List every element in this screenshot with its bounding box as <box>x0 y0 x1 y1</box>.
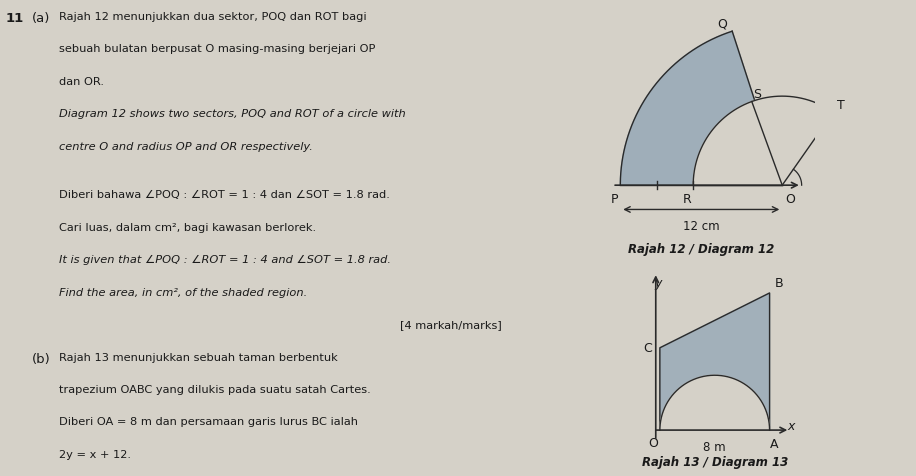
Text: S: S <box>753 88 761 100</box>
Text: centre O and radius OP and OR respectively.: centre O and radius OP and OR respective… <box>59 141 313 151</box>
Text: 2y = x + 12.: 2y = x + 12. <box>59 449 131 459</box>
Text: Diberi bahawa ∠POQ : ∠ROT = 1 : 4 dan ∠SOT = 1.8 rad.: Diberi bahawa ∠POQ : ∠ROT = 1 : 4 dan ∠S… <box>59 190 390 200</box>
Text: Rajah 13 menunjukkan sebuah taman berbentuk: Rajah 13 menunjukkan sebuah taman berben… <box>59 352 338 362</box>
Text: [4 markah/marks]: [4 markah/marks] <box>400 319 502 329</box>
Polygon shape <box>693 97 834 186</box>
Text: (a): (a) <box>32 12 50 25</box>
Text: O: O <box>785 192 795 205</box>
Text: trapezium OABC yang dilukis pada suatu satah Cartes.: trapezium OABC yang dilukis pada suatu s… <box>59 384 371 394</box>
Text: 8 m: 8 m <box>703 440 726 453</box>
Text: θ: θ <box>759 169 767 183</box>
Text: (b): (b) <box>32 352 50 365</box>
Text: Diberi OA = 8 m dan persamaan garis lurus BC ialah: Diberi OA = 8 m dan persamaan garis luru… <box>59 416 358 426</box>
Text: Find the area, in cm², of the shaded region.: Find the area, in cm², of the shaded reg… <box>59 287 307 297</box>
Text: 12 cm: 12 cm <box>683 220 720 233</box>
Text: 11: 11 <box>5 12 24 25</box>
Polygon shape <box>660 376 769 430</box>
Text: P: P <box>611 192 618 205</box>
Text: Rajah 12 menunjukkan dua sektor, POQ dan ROT bagi: Rajah 12 menunjukkan dua sektor, POQ dan… <box>59 12 366 22</box>
Text: T: T <box>836 99 845 111</box>
Text: O: O <box>649 436 658 449</box>
Polygon shape <box>660 293 769 430</box>
Text: dan OR.: dan OR. <box>59 77 104 87</box>
Text: Cari luas, dalam cm², bagi kawasan berlorek.: Cari luas, dalam cm², bagi kawasan berlo… <box>59 222 316 232</box>
Text: x: x <box>788 419 795 433</box>
Polygon shape <box>620 32 782 186</box>
Text: B: B <box>775 276 784 289</box>
Text: 1.8 rad: 1.8 rad <box>769 136 809 146</box>
Text: Rajah 12 / Diagram 12: Rajah 12 / Diagram 12 <box>628 242 774 255</box>
Text: C: C <box>643 342 651 355</box>
Text: It is given that ∠POQ : ∠ROT = 1 : 4 and ∠SOT = 1.8 rad.: It is given that ∠POQ : ∠ROT = 1 : 4 and… <box>59 255 391 265</box>
Text: Q: Q <box>717 18 727 30</box>
Text: Rajah 13 / Diagram 13: Rajah 13 / Diagram 13 <box>641 455 788 468</box>
Text: y: y <box>655 277 662 290</box>
Text: R: R <box>682 192 692 205</box>
Text: Diagram 12 shows two sectors, POQ and ROT of a circle with: Diagram 12 shows two sectors, POQ and RO… <box>59 109 406 119</box>
Text: sebuah bulatan berpusat O masing-masing berjejari OP: sebuah bulatan berpusat O masing-masing … <box>59 44 376 54</box>
Text: A: A <box>769 437 778 450</box>
